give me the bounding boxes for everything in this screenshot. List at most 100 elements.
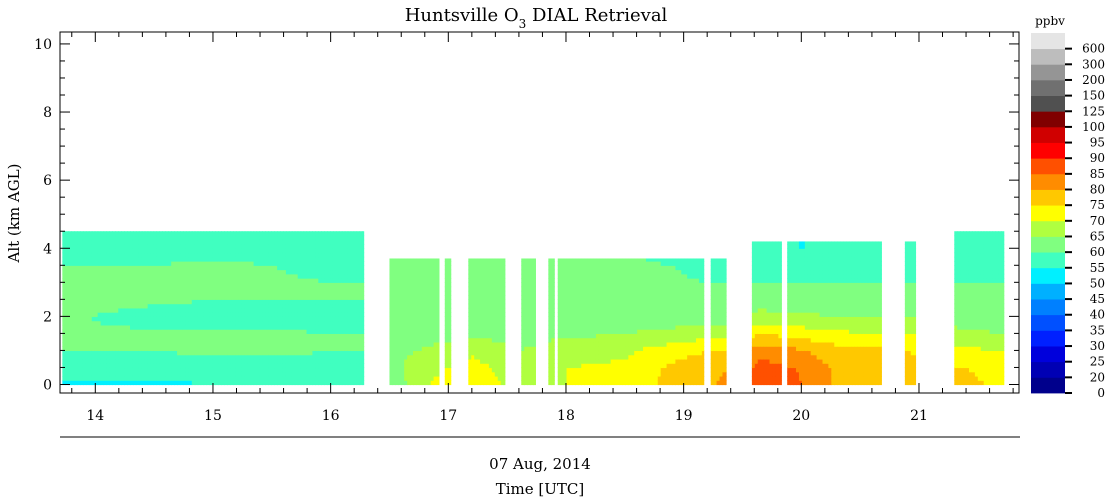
o3-cell xyxy=(524,371,528,377)
o3-cell xyxy=(77,367,81,373)
o3-cell xyxy=(335,375,340,381)
o3-cell xyxy=(188,329,193,334)
o3-cell xyxy=(294,273,299,279)
o3-cell xyxy=(430,329,435,334)
o3-cell xyxy=(185,286,190,292)
o3-cell xyxy=(259,295,263,300)
o3-cell xyxy=(421,269,426,275)
o3-cell xyxy=(530,375,534,381)
o3-cell xyxy=(215,299,219,305)
o3-cell xyxy=(321,278,325,283)
o3-cell xyxy=(112,303,116,309)
o3-cell xyxy=(398,269,402,275)
o3-cell xyxy=(395,358,399,364)
o3-cell xyxy=(318,295,322,300)
o3-cell xyxy=(94,358,99,364)
o3-cell xyxy=(318,235,322,241)
o3-cell xyxy=(227,269,231,275)
o3-cell xyxy=(530,303,534,309)
o3-cell xyxy=(159,380,163,386)
o3-cell xyxy=(62,375,66,381)
o3-cell xyxy=(106,324,111,330)
o3-cell xyxy=(253,320,258,326)
o3-cell xyxy=(401,307,405,313)
o3-cell xyxy=(250,371,255,377)
o3-cell xyxy=(497,324,502,330)
o3-cell xyxy=(557,333,562,339)
o3-cell xyxy=(566,273,571,279)
o3-cell xyxy=(318,375,322,381)
o3-cell xyxy=(533,278,536,283)
o3-cell xyxy=(497,337,502,343)
o3-cell xyxy=(159,337,163,343)
o3-cell xyxy=(91,329,96,334)
o3-cell xyxy=(315,316,319,322)
o3-cell xyxy=(112,341,116,347)
o3-cell xyxy=(265,341,269,347)
o3-cell xyxy=(560,358,565,364)
o3-cell xyxy=(250,265,255,271)
o3-cell xyxy=(471,258,475,262)
o3-cell xyxy=(82,307,87,313)
o3-cell xyxy=(194,346,199,352)
o3-cell xyxy=(94,307,99,313)
o3-cell xyxy=(182,235,187,241)
o3-cell xyxy=(88,375,93,381)
o3-cell xyxy=(241,261,246,266)
o3-cell xyxy=(135,256,140,262)
o3-cell xyxy=(115,244,119,249)
o3-cell xyxy=(85,367,90,373)
o3-cell xyxy=(88,329,93,334)
o3-cell xyxy=(338,290,343,296)
o3-cell xyxy=(566,375,571,381)
o3-cell xyxy=(162,363,166,369)
o3-cell xyxy=(121,316,125,322)
o3-cell xyxy=(524,380,528,386)
o3-cell xyxy=(560,337,565,343)
o3-cell xyxy=(306,273,311,279)
o3-cell xyxy=(174,278,178,283)
o3-cell xyxy=(200,329,205,334)
o3-cell xyxy=(548,273,552,279)
o3-cell xyxy=(138,278,143,283)
o3-cell xyxy=(103,333,108,339)
o3-cell xyxy=(224,341,228,347)
o3-cell xyxy=(321,350,325,356)
o3-cell xyxy=(356,261,361,266)
o3-cell xyxy=(124,337,128,343)
o3-cell xyxy=(527,375,531,381)
o3-cell xyxy=(424,363,429,369)
o3-cell xyxy=(144,358,149,364)
o3-cell xyxy=(65,367,69,373)
o3-cell xyxy=(306,235,311,241)
o3-cell xyxy=(280,341,284,347)
o3-cell xyxy=(250,235,255,241)
o3-cell xyxy=(94,320,99,326)
o3-cell xyxy=(271,295,275,300)
o3-cell xyxy=(433,278,438,283)
o3-cell xyxy=(244,295,249,300)
o3-cell xyxy=(230,248,234,254)
o3-cell xyxy=(362,307,365,313)
o3-cell xyxy=(141,320,146,326)
o3-cell xyxy=(312,337,316,343)
o3-cell xyxy=(238,244,243,249)
o3-cell xyxy=(103,367,108,373)
o3-cell xyxy=(398,295,402,300)
o3-cell xyxy=(165,341,169,347)
o3-cell xyxy=(291,363,296,369)
o3-cell xyxy=(395,320,399,326)
o3-cell xyxy=(91,282,96,288)
o3-cell xyxy=(109,273,113,279)
o3-cell xyxy=(521,354,525,360)
o3-cell xyxy=(262,244,266,249)
o3-cell xyxy=(563,269,568,275)
o3-cell xyxy=(82,282,87,288)
o3-cell xyxy=(282,269,287,275)
o3-cell xyxy=(338,252,343,258)
o3-cell xyxy=(68,316,72,322)
o3-cell xyxy=(557,286,562,292)
o3-cell xyxy=(124,235,128,241)
o3-cell xyxy=(338,358,343,364)
o3-cell xyxy=(230,346,234,352)
